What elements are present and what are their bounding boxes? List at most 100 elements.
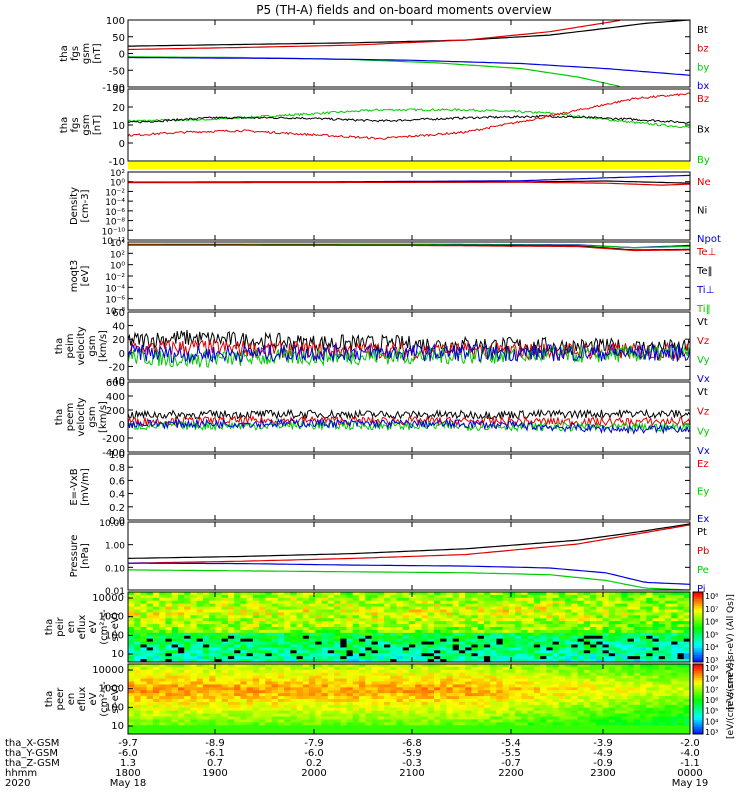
heatmap-cell <box>171 641 179 645</box>
heatmap-cell <box>533 690 541 694</box>
heatmap-cell <box>477 725 485 729</box>
heatmap-cell <box>521 699 529 703</box>
heatmap-cell <box>227 635 235 640</box>
heatmap-cell <box>365 653 373 657</box>
heatmap-cell <box>221 716 229 720</box>
heatmap-cell <box>171 627 179 631</box>
heatmap-cell <box>577 647 585 651</box>
heatmap-cell <box>415 710 422 715</box>
heatmap-cell <box>677 603 685 608</box>
heatmap-cell <box>458 641 466 645</box>
heatmap-cell <box>196 681 204 685</box>
heatmap-cell <box>221 725 229 729</box>
heatmap-cell <box>271 624 279 628</box>
heatmap-cell <box>128 606 135 610</box>
heatmap-cell <box>384 659 391 663</box>
heatmap-cell <box>365 638 373 643</box>
heatmap-cell <box>477 624 485 628</box>
heatmap-cell <box>134 693 141 697</box>
heatmap-cell <box>377 704 385 709</box>
heatmap-cell <box>402 638 410 643</box>
heatmap-cell <box>128 716 135 720</box>
heatmap-cell <box>483 609 491 613</box>
legend-entry-bx: bx <box>697 81 709 92</box>
colorbar-cell <box>693 701 703 705</box>
heatmap-cell <box>496 681 504 685</box>
heatmap-cell <box>202 666 210 671</box>
heatmap-cell <box>271 647 279 651</box>
heatmap-cell <box>627 653 635 657</box>
heatmap-cell <box>302 713 310 717</box>
heatmap-cell <box>515 699 522 703</box>
heatmap-cell <box>334 666 341 671</box>
heatmap-cell <box>215 624 223 628</box>
heatmap-cell <box>171 659 179 663</box>
heatmap-cell <box>146 647 154 651</box>
heatmap-cell <box>359 707 366 712</box>
heatmap-cell <box>234 713 241 717</box>
heatmap-cell <box>227 615 235 619</box>
y-tick-label: 10⁴ <box>110 239 125 249</box>
heatmap-cell <box>321 678 329 682</box>
heatmap-cell <box>252 704 260 709</box>
heatmap-cell <box>296 659 304 663</box>
heatmap-cell <box>415 615 422 619</box>
y-tick-label: 10.00 <box>99 519 125 529</box>
heatmap-cell <box>596 659 604 663</box>
heatmap-cell <box>402 704 410 709</box>
heatmap-cell <box>683 664 691 668</box>
heatmap-cell <box>134 719 141 723</box>
heatmap-cell <box>602 638 610 643</box>
heatmap-cell <box>446 681 454 685</box>
heatmap-cell <box>658 638 666 643</box>
heatmap-cell <box>240 650 248 654</box>
heatmap-cell <box>458 731 466 735</box>
heatmap-cell <box>315 644 323 648</box>
heatmap-cell <box>409 678 416 682</box>
heatmap-cell <box>396 627 404 631</box>
heatmap-cell <box>490 618 497 622</box>
heatmap-cell <box>290 699 298 703</box>
heatmap-cell <box>502 678 510 682</box>
heatmap-cell <box>284 635 291 640</box>
heatmap-cell <box>221 606 229 610</box>
heatmap-cell <box>359 690 366 694</box>
heatmap-cell <box>427 699 435 703</box>
heatmap-cell <box>159 666 166 671</box>
y-tick-label: 10 <box>112 121 125 132</box>
heatmap-cell <box>277 603 285 608</box>
ephemeris-value: -2.0 <box>680 738 700 749</box>
heatmap-cell <box>240 710 248 715</box>
heatmap-cell <box>259 664 266 668</box>
heatmap-cell <box>390 615 398 619</box>
heatmap-cell <box>321 597 329 602</box>
heatmap-cell <box>309 672 316 677</box>
heatmap-cell <box>215 600 223 605</box>
heatmap-cell <box>396 629 404 634</box>
heatmap-cell <box>227 716 235 720</box>
heatmap-cell <box>234 664 241 668</box>
heatmap-cell <box>577 627 585 631</box>
ephemeris-value: -0.9 <box>593 758 613 769</box>
heatmap-cell <box>565 716 572 720</box>
heatmap-cell <box>196 656 204 660</box>
heatmap-cell <box>527 603 535 608</box>
heatmap-cell <box>371 627 379 631</box>
heatmap-cell <box>402 644 410 648</box>
heatmap-cell <box>177 704 185 709</box>
heatmap-cell <box>658 728 666 732</box>
heatmap-cell <box>202 678 210 682</box>
heatmap-cell <box>352 684 360 688</box>
heatmap-cell <box>159 707 166 712</box>
heatmap-cell <box>271 716 279 720</box>
heatmap-cell <box>446 710 454 715</box>
heatmap-cell <box>458 690 466 694</box>
heatmap-cell <box>446 656 454 660</box>
heatmap-cell <box>309 710 316 715</box>
heatmap-cell <box>533 609 541 613</box>
heatmap-cell <box>402 678 410 682</box>
heatmap-cell <box>458 597 466 602</box>
heatmap-cell <box>346 731 354 735</box>
heatmap-cell <box>577 693 585 697</box>
heatmap-cell <box>221 644 229 648</box>
